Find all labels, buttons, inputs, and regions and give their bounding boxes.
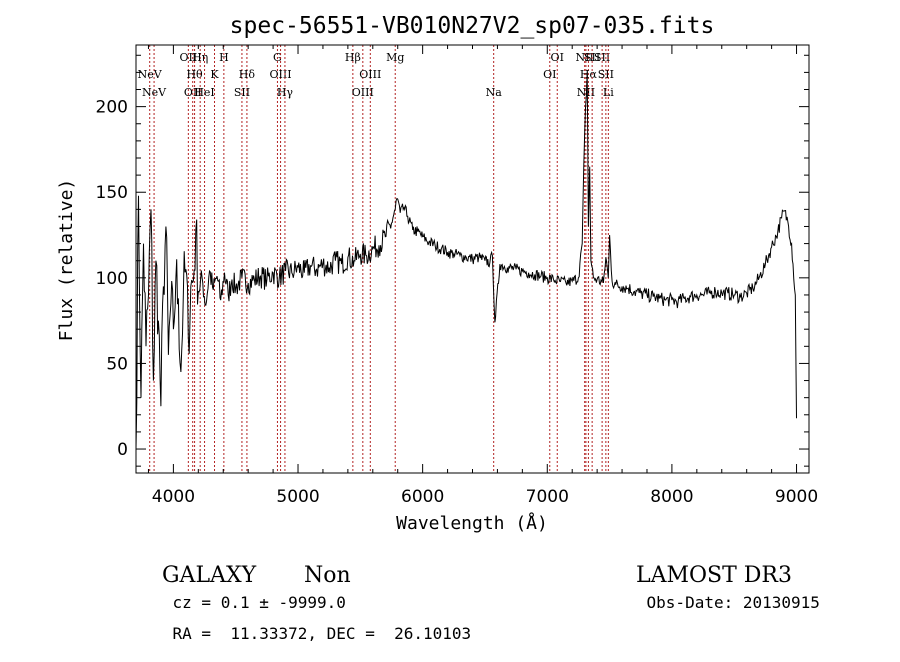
- x-tick-label: 4000: [152, 487, 195, 507]
- y-tick-label: 150: [96, 183, 128, 203]
- object-subclass: Non: [276, 538, 351, 613]
- observation-date-text: Obs-Date: 20130915: [646, 593, 820, 612]
- line-marker-label: OI: [543, 68, 556, 81]
- line-marker-label: OIII: [352, 86, 374, 99]
- spectrum-series: [135, 72, 797, 450]
- y-tick-label: 50: [106, 354, 128, 374]
- spectrum-line: [135, 72, 797, 450]
- x-tick-label: 8000: [650, 487, 693, 507]
- line-marker-label: NII: [577, 86, 595, 99]
- line-marker-label: SII: [234, 86, 250, 99]
- line-marker-label: NII: [576, 51, 594, 64]
- y-tick-label: 100: [96, 269, 128, 289]
- line-marker-label: HeI: [194, 86, 214, 99]
- coordinates-text: RA = 11.33372, DEC = 26.10103: [172, 624, 472, 643]
- line-marker-label: Li: [603, 86, 614, 99]
- line-marker-label: OIII: [270, 68, 292, 81]
- chart-title: spec-56551-VB010N27V2_sp07-035.fits: [230, 13, 715, 39]
- line-marker-label: Hα: [580, 68, 598, 81]
- observation-date: Obs-Date: 20130915: [608, 574, 820, 631]
- line-marker-label: SII: [594, 51, 610, 64]
- survey-name: LAMOST DR3: [608, 538, 792, 613]
- line-marker-label: G: [273, 51, 282, 64]
- line-marker-label: SII: [598, 68, 614, 81]
- y-tick-label: 200: [96, 98, 128, 118]
- line-marker-label: Mg: [386, 51, 404, 64]
- x-tick-label: 5000: [276, 487, 319, 507]
- line-marker-label: Hθ: [186, 68, 203, 81]
- y-axis: 0 50 100 150 200: [96, 54, 809, 467]
- survey-label: LAMOST DR3: [635, 563, 792, 588]
- line-marker-label: Hδ: [239, 68, 256, 81]
- object-class: GALAXY: [134, 538, 256, 613]
- x-axis: 4000 5000 6000 7000 8000 9000: [147, 45, 818, 507]
- line-marker-label: Hβ: [345, 51, 361, 64]
- redshift-text: cz = 0.1 ± -9999.0: [172, 593, 346, 612]
- x-tick-label: 6000: [401, 487, 444, 507]
- line-markers: NeVNeVOIIOIIHθHηHeIKHSIIHδGOIIIHγHβOIIIO…: [138, 45, 614, 473]
- x-axis-label: Wavelength (Å): [396, 512, 548, 534]
- line-marker-label: K: [210, 68, 219, 81]
- y-axis-label: Flux (relative): [56, 179, 77, 342]
- x-tick-label: 9000: [775, 487, 818, 507]
- line-marker-label: OII: [184, 86, 202, 99]
- coordinates-line: RA = 11.33372, DEC = 26.10103: [134, 605, 472, 662]
- object-subclass-label: Non: [303, 563, 351, 588]
- line-marker-label: NeV: [142, 86, 167, 99]
- line-marker-label: OI: [551, 51, 564, 64]
- line-marker-label: H: [219, 51, 229, 64]
- line-marker-label: Na: [486, 86, 503, 99]
- line-marker-label: NeV: [138, 68, 163, 81]
- line-marker-label: SII: [584, 51, 600, 64]
- x-tick-label: 7000: [526, 487, 569, 507]
- line-marker-label: OIII: [359, 68, 381, 81]
- line-marker-label: Hγ: [277, 86, 294, 99]
- object-class-label: GALAXY: [161, 563, 257, 588]
- redshift-line: cz = 0.1 ± -9999.0: [134, 574, 346, 631]
- y-tick-label: 0: [117, 440, 128, 460]
- line-marker-label: Hη: [192, 51, 208, 64]
